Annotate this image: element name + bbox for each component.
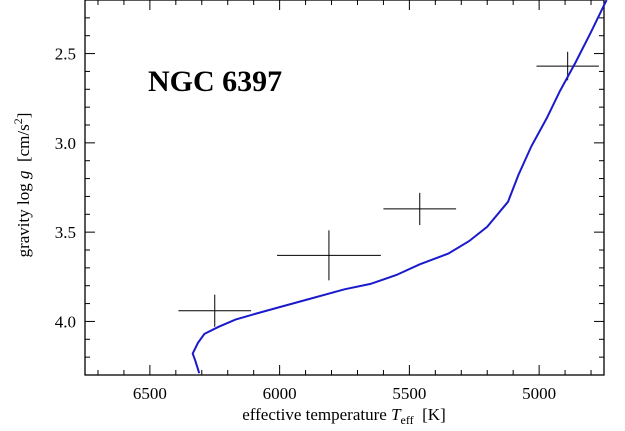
x-axis-title-prefix: effective temperature	[242, 405, 391, 424]
plot-area-border	[84, 0, 605, 376]
x-axis-title-unit: [K]	[414, 405, 446, 424]
y-axis-title-prefix: gravity log	[14, 179, 33, 257]
y-tick-label: 2.5	[55, 45, 76, 64]
x-tick-label: 5500	[392, 384, 426, 403]
y-axis-ticks: 2.5 3.0 3.5 4.0	[55, 0, 604, 376]
isochrone-curve	[191, 0, 608, 374]
x-tick-label: 6500	[133, 384, 167, 403]
data-points	[178, 51, 599, 327]
x-axis-title: effective temperature Teff [K]	[242, 405, 446, 427]
cluster-label: NGC 6397	[148, 65, 282, 98]
y-axis-title: gravity log g [cm/s2]	[11, 113, 33, 258]
y-axis-title-unit-sup: 2	[11, 118, 25, 124]
x-tick-label: 6000	[263, 384, 297, 403]
data-point-errorbar	[178, 294, 252, 327]
x-axis-title-subscript: eff	[401, 413, 414, 427]
y-axis-title-unit-close: ]	[14, 113, 33, 119]
y-axis-title-symbol: g	[14, 171, 33, 180]
data-point-errorbar	[383, 192, 457, 225]
x-tick-label: 5000	[522, 384, 556, 403]
y-axis-title-unit: [cm/s	[14, 124, 33, 170]
data-point-errorbar	[277, 230, 381, 281]
plot-frame	[84, 0, 605, 376]
x-axis-title-symbol: T	[391, 405, 402, 424]
x-axis-ticks: 6500 6000 5500 5000	[97, 0, 592, 403]
y-tick-label: 4.0	[55, 312, 76, 331]
y-tick-label: 3.0	[55, 134, 76, 153]
y-tick-label: 3.5	[55, 223, 76, 242]
